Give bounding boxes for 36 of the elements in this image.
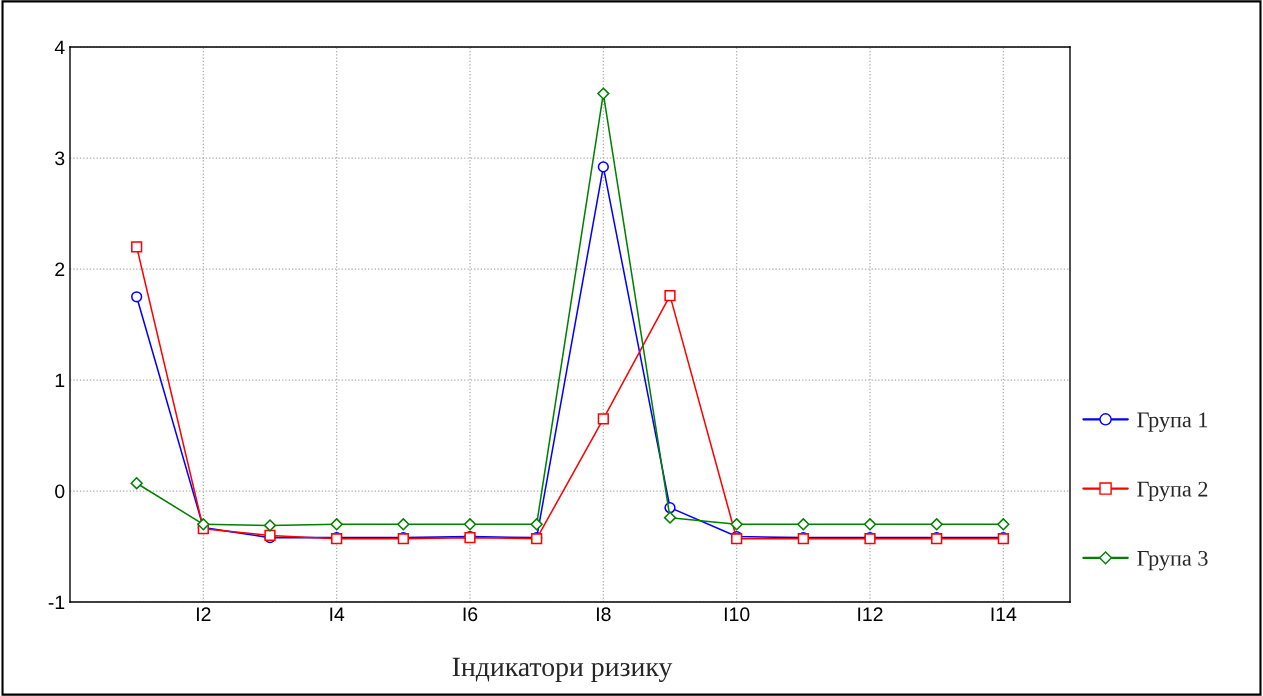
x-tick-label: I10 xyxy=(724,607,750,622)
x-tick-label: I4 xyxy=(330,607,345,621)
point xyxy=(797,518,810,531)
point xyxy=(330,518,343,531)
point xyxy=(197,518,210,531)
point xyxy=(530,518,543,531)
point xyxy=(130,477,143,490)
point xyxy=(263,519,277,532)
legend-label: Група 2 xyxy=(1137,481,1208,502)
x-tick-label: I6 xyxy=(463,607,478,622)
point xyxy=(997,518,1010,531)
point xyxy=(863,518,877,531)
point xyxy=(930,518,943,531)
y-tick-label: 0 xyxy=(55,484,65,499)
x-axis-title: Індикатори ризику xyxy=(452,657,673,682)
point xyxy=(131,291,143,303)
y-tick-label: 1 xyxy=(55,373,65,388)
y-tick-label: 2 xyxy=(55,262,65,277)
y-tick-label: 3 xyxy=(55,151,65,166)
legend-label: Група 3 xyxy=(1137,550,1208,571)
point xyxy=(730,518,743,531)
point xyxy=(597,87,610,100)
y-tick-label: 4 xyxy=(54,40,65,55)
point xyxy=(597,413,609,425)
x-tick-label: I2 xyxy=(197,607,211,621)
x-tick-label: I14 xyxy=(991,607,1017,621)
point xyxy=(131,241,143,253)
x-tick-label: I12 xyxy=(858,607,883,621)
legend-label: Група 1 xyxy=(1137,412,1208,432)
point xyxy=(597,161,609,173)
x-tick-label: I8 xyxy=(597,607,611,622)
point xyxy=(397,518,410,531)
point xyxy=(664,290,676,302)
point xyxy=(663,511,677,524)
point xyxy=(463,518,477,531)
y-tick-label: -1 xyxy=(48,595,65,610)
